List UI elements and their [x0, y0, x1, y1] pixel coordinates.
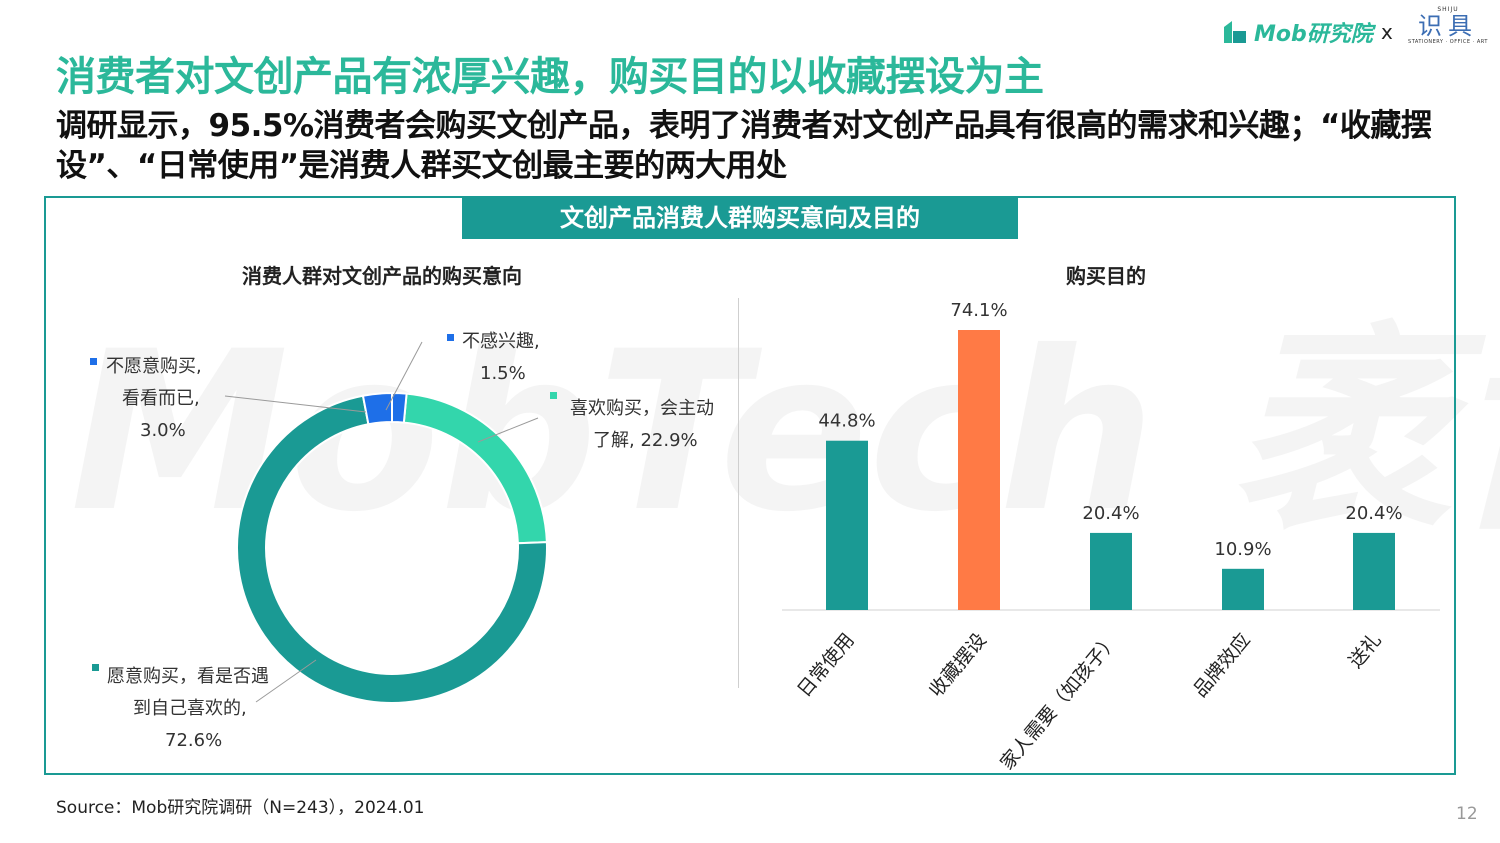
donut-legend-marker-1	[92, 664, 99, 671]
mob-logo-icon	[1222, 19, 1248, 45]
bar-3	[1222, 568, 1264, 610]
page-subtitle: 调研显示，95.5%消费者会购买文创产品，表明了消费者对文创产品具有很高的需求和…	[56, 108, 1432, 184]
panel-divider	[738, 298, 739, 688]
partner-logo-sub: STATIONERY · OFFICE · ART	[1408, 39, 1488, 45]
donut-label-1-1: 到自己喜欢的,	[133, 698, 247, 719]
partner-logo-main: 识具	[1418, 12, 1478, 40]
bar-1	[958, 330, 1000, 610]
partner-logo: SHIJU 识具 STATIONERY · OFFICE · ART	[1402, 6, 1494, 56]
donut-label-1-0: 愿意购买，看是否遇	[107, 666, 269, 687]
source-note: Source：Mob研究院调研（N=243），2024.01	[56, 798, 425, 818]
donut-label-0-1: 了解, 22.9%	[593, 430, 698, 451]
bar-category-label-3: 品牌效应	[1189, 629, 1255, 701]
page-title: 消费者对文创产品有浓厚兴趣，购买目的以收藏摆设为主	[56, 54, 1044, 100]
bar-category-label-4: 送礼	[1345, 629, 1386, 672]
bar-category-label-2: 家人需要（如孩子）	[996, 629, 1123, 774]
donut-label-2-2: 3.0%	[140, 420, 186, 441]
donut-leader-line-0	[477, 417, 539, 443]
donut-label-3-0: 不感兴趣,	[462, 331, 540, 352]
donut-legend-marker-3	[447, 334, 454, 341]
bar-category-label-0: 日常使用	[793, 629, 859, 701]
donut-slice-1	[236, 394, 548, 704]
donut-slice-3	[391, 391, 408, 424]
partner-logo-top: SHIJU	[1437, 6, 1459, 13]
bar-value-label-1: 74.1%	[950, 300, 1007, 321]
section-banner: 文创产品消费人群购买意向及目的	[462, 197, 1018, 239]
donut-label-2-0: 不愿意购买,	[106, 356, 202, 377]
bar-category-label-1: 收藏摆设	[925, 629, 991, 701]
bar-value-label-2: 20.4%	[1082, 503, 1139, 524]
donut-leader-line-3	[385, 341, 423, 411]
donut-legend-marker-2	[90, 358, 97, 365]
donut-legend-marker-0	[550, 392, 557, 399]
bar-value-label-4: 20.4%	[1345, 503, 1402, 524]
donut-chart-title: 消费人群对文创产品的购买意向	[242, 264, 522, 288]
bar-4	[1353, 532, 1395, 610]
bar-value-label-0: 44.8%	[818, 411, 875, 432]
bar-2	[1090, 532, 1132, 610]
page-number: 12	[1456, 804, 1478, 824]
mob-logo: Mob研究院	[1222, 14, 1373, 50]
donut-label-1-2: 72.6%	[165, 730, 222, 751]
donut-leader-line-1	[255, 659, 317, 703]
bar-chart-title: 购买目的	[1066, 264, 1146, 288]
bar-value-label-3: 10.9%	[1214, 539, 1271, 560]
bar-0	[826, 440, 868, 610]
donut-label-3-1: 1.5%	[480, 363, 526, 384]
logo-separator: x	[1381, 20, 1393, 44]
mob-logo-text: Mob研究院	[1254, 22, 1373, 47]
donut-label-2-1: 看看而已,	[122, 388, 200, 409]
donut-label-0-0: 喜欢购买，会主动	[570, 398, 714, 419]
donut-leader-line-2	[224, 395, 367, 413]
